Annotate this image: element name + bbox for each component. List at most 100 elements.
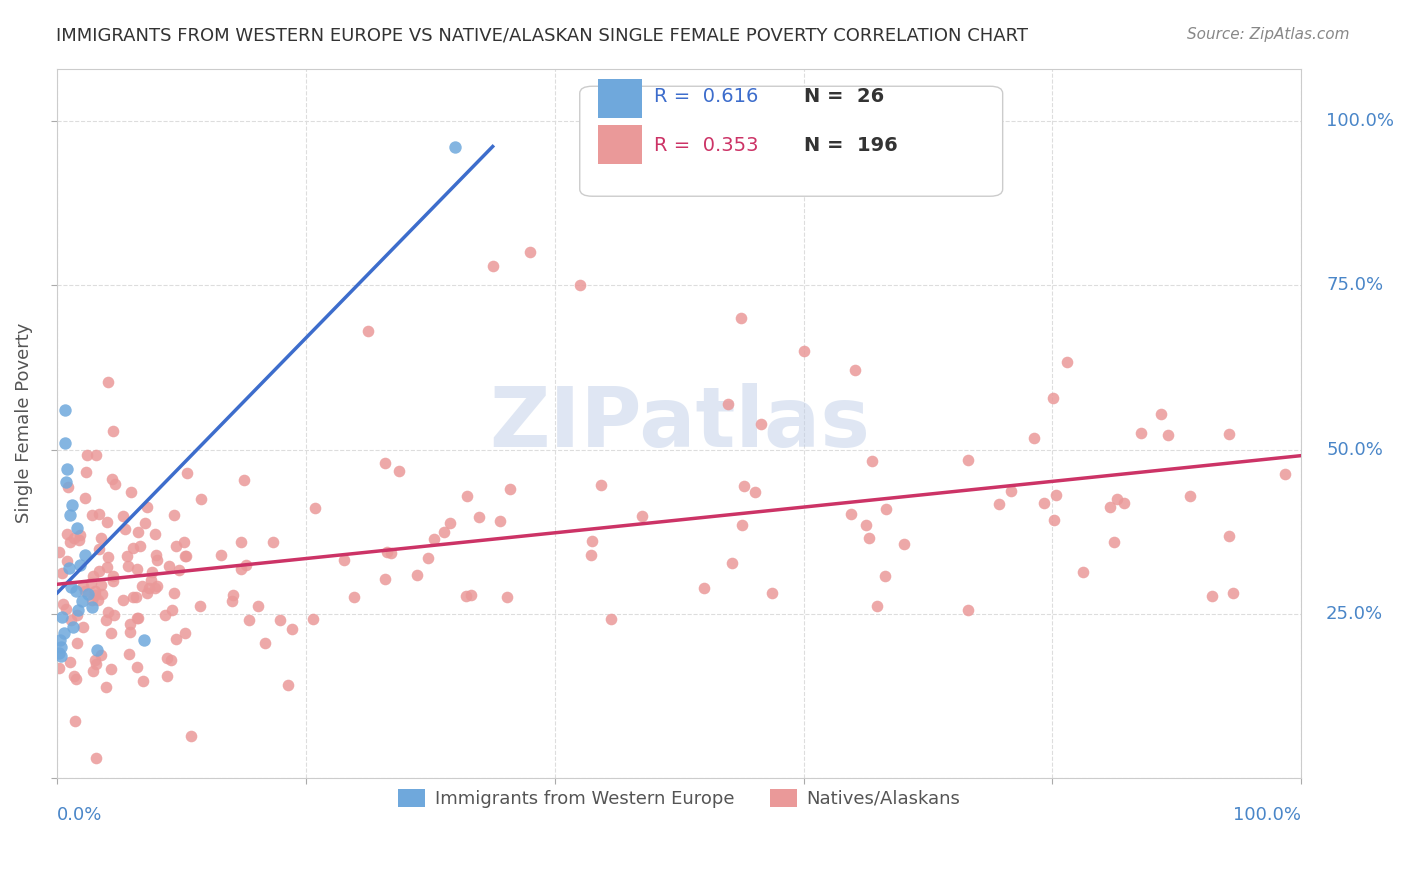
Point xyxy=(749,417,772,431)
Point xyxy=(117,559,139,574)
Point xyxy=(89,542,111,557)
Point xyxy=(101,574,124,589)
Point xyxy=(1022,431,1045,445)
Point xyxy=(103,607,125,622)
Point xyxy=(58,534,80,549)
Point xyxy=(600,612,623,626)
Point xyxy=(460,588,482,602)
Point xyxy=(101,569,124,583)
FancyBboxPatch shape xyxy=(599,125,643,164)
Point xyxy=(125,591,148,605)
Point xyxy=(1045,487,1067,501)
Legend: Immigrants from Western Europe, Natives/Alaskans: Immigrants from Western Europe, Natives/… xyxy=(391,781,967,815)
Point xyxy=(1201,589,1223,603)
Point xyxy=(388,464,411,478)
Point xyxy=(229,562,252,576)
Point xyxy=(1130,425,1153,440)
Point xyxy=(120,617,142,632)
Point xyxy=(80,508,103,522)
Point xyxy=(127,611,149,625)
Point xyxy=(581,548,603,562)
Text: 75.0%: 75.0% xyxy=(1326,277,1384,294)
Point xyxy=(120,624,142,639)
Point xyxy=(190,492,212,507)
Point xyxy=(957,453,980,467)
Point xyxy=(138,582,160,596)
Point xyxy=(357,324,380,338)
Point xyxy=(58,561,80,575)
Point xyxy=(988,497,1011,511)
Point xyxy=(343,590,366,604)
Point xyxy=(69,558,91,572)
Point xyxy=(165,539,187,553)
Point xyxy=(374,456,396,470)
Point xyxy=(121,541,143,555)
Point xyxy=(439,516,461,531)
Point xyxy=(377,545,399,559)
Point xyxy=(156,668,179,682)
Point xyxy=(793,343,815,358)
Point xyxy=(65,636,87,650)
Point xyxy=(96,681,118,695)
Point xyxy=(1150,408,1173,422)
Point xyxy=(1218,528,1240,542)
FancyBboxPatch shape xyxy=(599,79,643,118)
Point xyxy=(87,507,110,521)
Point xyxy=(875,502,897,516)
Point xyxy=(281,622,304,636)
Point xyxy=(69,528,91,542)
Point xyxy=(65,672,87,686)
Point xyxy=(82,568,104,582)
Point xyxy=(63,668,86,682)
Point xyxy=(238,613,260,627)
Point xyxy=(120,484,142,499)
Point xyxy=(489,514,512,528)
Point xyxy=(66,608,89,623)
Text: Source: ZipAtlas.com: Source: ZipAtlas.com xyxy=(1187,27,1350,42)
Point xyxy=(380,546,402,560)
Point xyxy=(48,661,70,675)
Point xyxy=(141,565,163,579)
Point xyxy=(163,586,186,600)
Point xyxy=(456,590,478,604)
Point xyxy=(253,635,276,649)
Point xyxy=(63,714,86,728)
Point xyxy=(84,652,107,666)
Point xyxy=(717,397,740,411)
Point xyxy=(1000,484,1022,499)
Point xyxy=(56,554,79,568)
Text: IMMIGRANTS FROM WESTERN EUROPE VS NATIVE/ALASKAN SINGLE FEMALE POVERTY CORRELATI: IMMIGRANTS FROM WESTERN EUROPE VS NATIVE… xyxy=(56,27,1028,45)
Point xyxy=(591,477,613,491)
Point xyxy=(59,655,82,669)
Point xyxy=(855,518,877,533)
Point xyxy=(80,593,103,607)
Point xyxy=(52,597,75,611)
Point xyxy=(875,569,897,583)
Point xyxy=(91,587,114,601)
Point xyxy=(65,583,87,598)
Point xyxy=(1222,586,1244,600)
Point xyxy=(60,499,83,513)
Text: N =  26: N = 26 xyxy=(804,87,884,106)
Point xyxy=(76,448,98,462)
Point xyxy=(55,475,77,490)
Point xyxy=(83,584,105,599)
Point xyxy=(66,521,89,535)
Point xyxy=(231,535,253,549)
Point xyxy=(84,588,107,602)
Point xyxy=(72,579,94,593)
Point xyxy=(59,581,82,595)
Point xyxy=(62,531,84,545)
Point xyxy=(84,751,107,765)
Point xyxy=(221,593,243,607)
Point xyxy=(176,466,198,480)
Text: 0.0%: 0.0% xyxy=(58,806,103,824)
Point xyxy=(262,535,284,549)
Point xyxy=(744,485,766,500)
Point xyxy=(174,549,197,563)
Text: R =  0.616: R = 0.616 xyxy=(654,87,759,106)
FancyBboxPatch shape xyxy=(579,87,1002,196)
Point xyxy=(173,535,195,549)
Point xyxy=(90,578,112,592)
Point xyxy=(67,533,90,547)
